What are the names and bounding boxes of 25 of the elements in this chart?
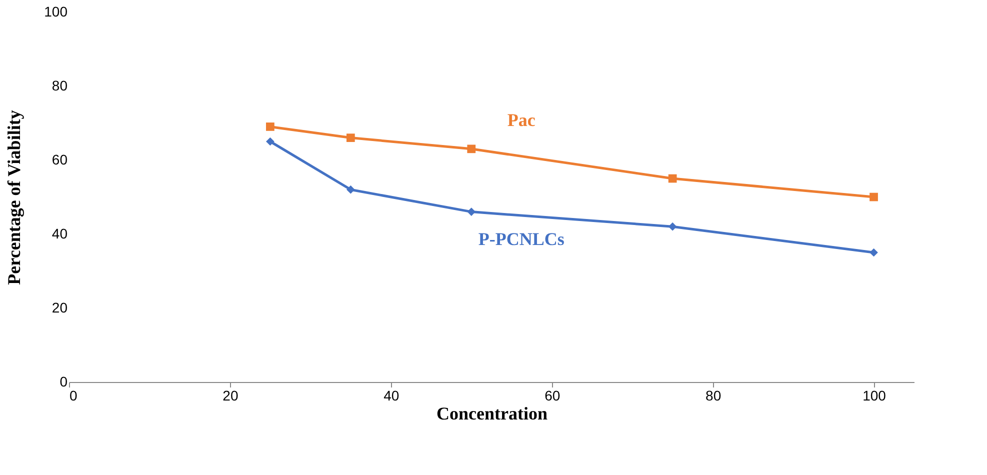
- x-tick-label: 20: [222, 388, 238, 404]
- point: [266, 137, 274, 146]
- y-tick-label: 80: [52, 78, 68, 94]
- series-label: Pac: [507, 110, 536, 130]
- y-tick-label: 40: [52, 226, 68, 242]
- x-tick-label: 100: [862, 388, 886, 404]
- point: [266, 122, 274, 131]
- point: [346, 185, 355, 194]
- point: [668, 222, 677, 231]
- x-tick-label: 40: [384, 388, 400, 404]
- y-tick-label: 20: [52, 300, 68, 316]
- point: [668, 174, 677, 183]
- point: [870, 248, 878, 257]
- y-tick-label: 0: [60, 374, 68, 390]
- x-tick-label: 80: [706, 388, 722, 404]
- y-tick-label: 60: [52, 152, 68, 168]
- point: [467, 144, 476, 154]
- point: [870, 192, 878, 202]
- x-axis-title: Concentration: [436, 404, 548, 424]
- point: [346, 134, 355, 142]
- y-tick-label: 100: [44, 4, 68, 20]
- point: [467, 208, 476, 216]
- series-label: P-PCNLCs: [478, 228, 564, 249]
- x-tick-label: 60: [544, 388, 560, 404]
- y-axis-title: Percentage of Viability: [4, 110, 24, 285]
